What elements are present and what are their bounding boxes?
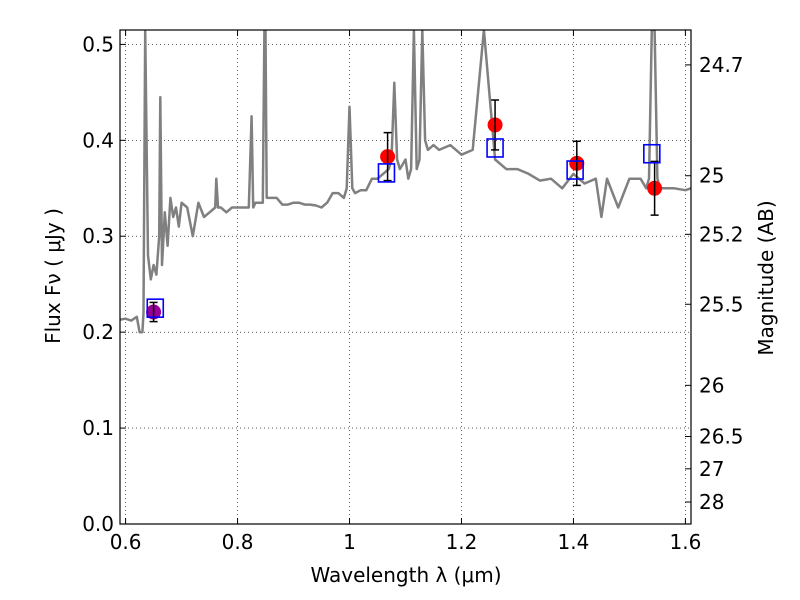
y-axis-label-left: Flux Fν ( μJy ) bbox=[41, 208, 65, 344]
mag-tick-label: 25.5 bbox=[699, 292, 744, 316]
y-tick-label: 0.4 bbox=[82, 128, 114, 152]
spectrum-layer bbox=[120, 30, 691, 334]
y-tick-label: 0.3 bbox=[82, 224, 114, 248]
grid-lines bbox=[120, 30, 691, 525]
model-bandpass-square bbox=[566, 160, 584, 180]
mag-tick-label: 26.5 bbox=[699, 425, 744, 449]
x-tick-label: 1.6 bbox=[669, 530, 701, 554]
y-axis-label-right: Magnitude (AB) bbox=[754, 200, 778, 355]
mag-tick-label: 27 bbox=[699, 457, 724, 481]
mag-tick-label: 28 bbox=[699, 490, 724, 514]
x-axis-label: Wavelength λ (μm) bbox=[310, 563, 501, 587]
points-layer bbox=[146, 99, 663, 323]
y-tick-label: 0.5 bbox=[82, 32, 114, 56]
mag-tick-label: 26 bbox=[699, 373, 724, 397]
mag-tick-label: 25.2 bbox=[699, 222, 744, 246]
x-tick-label: 1.4 bbox=[558, 530, 590, 554]
x-tick-label: 0.6 bbox=[110, 530, 142, 554]
y-tick-label: 0.2 bbox=[82, 320, 114, 344]
mag-tick-label: 25 bbox=[699, 164, 724, 188]
y-tick-label: 0.1 bbox=[82, 416, 114, 440]
y-tick-label: 0.0 bbox=[82, 512, 114, 536]
tick-layer: 0.6 0.8 1 1.2 1.4 1.6 0.0 0.1 0.2 0.3 0.4 0.5 24.7 25… bbox=[82, 30, 744, 554]
model-bandpass-square bbox=[146, 298, 165, 318]
model-bandpass-square bbox=[377, 163, 396, 183]
model-bandpass-square bbox=[643, 143, 661, 164]
x-tick-label: 1.2 bbox=[446, 530, 478, 554]
mag-tick-label: 24.7 bbox=[699, 53, 744, 77]
plot-frame bbox=[119, 29, 692, 525]
model-bandpass-square bbox=[486, 138, 504, 158]
x-tick-label: 1 bbox=[343, 530, 356, 554]
model-spectrum-line bbox=[120, 30, 691, 334]
x-tick-label: 0.8 bbox=[222, 530, 254, 554]
